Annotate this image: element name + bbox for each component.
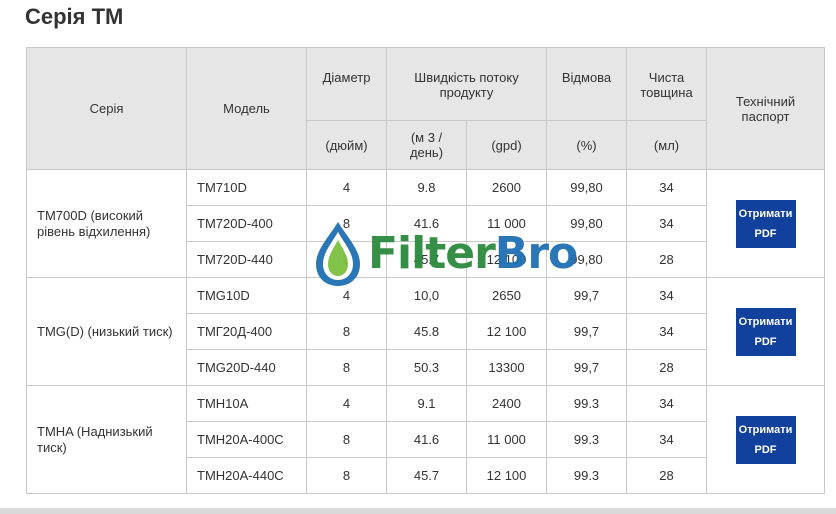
header-diameter: Діаметр [306,47,387,121]
unit-thickness: (мл) [626,120,708,170]
get-pdf-button[interactable]: Отримати PDF [735,307,796,356]
flow-m3-cell: 9.1 [386,385,467,422]
header-model: Модель [186,47,307,170]
page-title: Серія ТМ [25,4,124,29]
datasheet-cell: Отримати PDF [706,277,826,386]
bottom-scrollbar[interactable] [0,508,836,514]
flow-gpd-cell: 2400 [465,385,548,422]
thickness-cell: 28 [626,457,708,494]
header-rejection: Відмова [546,47,628,121]
get-pdf-button[interactable]: Отримати PDF [735,199,796,248]
thickness-cell: 34 [626,277,708,314]
header-series: Серія [26,47,187,170]
flow-m3-cell: 45.7 [386,241,467,278]
flow-gpd-cell: 2600 [465,169,548,206]
rejection-cell: 99.3 [546,421,628,458]
header-thickness: Чиста товщина [626,47,708,121]
flow-gpd-cell: 2650 [465,277,548,314]
thickness-cell: 34 [626,313,708,350]
table-row: TMH20A-400C 8 41.6 11 000 99.3 34 [27,421,825,458]
diameter-cell: 8 [306,349,387,386]
rejection-cell: 99.3 [546,457,628,494]
flow-m3-cell: 41.6 [386,421,467,458]
thickness-cell: 34 [626,421,708,458]
model-cell: TM710D [186,169,307,206]
rejection-cell: 99,80 [546,205,628,242]
flow-m3-cell: 41.6 [386,205,467,242]
table-row: TM720D-440 8 45.7 12 100 99,80 28 [27,241,825,278]
datasheet-cell: Отримати PDF [706,169,826,278]
table-row: TM720D-400 8 41.6 11 000 99,80 34 [27,205,825,242]
unit-flow-m3: (м 3 / день) [386,120,467,170]
rejection-cell: 99,80 [546,169,628,206]
model-cell: TM720D-440 [186,241,307,278]
model-cell: TMH10A [186,385,307,422]
header-datasheet: Технічний паспорт [706,47,826,170]
flow-m3-cell: 50.3 [386,349,467,386]
series-cell: TMG(D) (низький тиск) [26,277,187,386]
series-cell: TM700D (високий рівень відхилення) [26,169,187,278]
thickness-cell: 28 [626,349,708,386]
flow-gpd-cell: 13300 [465,349,548,386]
thickness-cell: 34 [626,169,708,206]
flow-m3-cell: 45.7 [386,457,467,494]
series-cell: TMHA (Наднизький тиск) [26,385,187,494]
diameter-cell: 4 [306,277,387,314]
flow-gpd-cell: 12 100 [465,241,548,278]
diameter-cell: 8 [306,457,387,494]
spec-table: Серія Модель Діаметр Швидкість потоку пр… [26,47,826,494]
get-pdf-button[interactable]: Отримати PDF [735,415,796,464]
flow-m3-cell: 10,0 [386,277,467,314]
diameter-cell: 4 [306,169,387,206]
model-cell: TMH20A-400C [186,421,307,458]
flow-gpd-cell: 12 100 [465,457,548,494]
diameter-cell: 8 [306,241,387,278]
thickness-cell: 34 [626,205,708,242]
diameter-cell: 4 [306,385,387,422]
rejection-cell: 99,7 [546,313,628,350]
unit-rejection: (%) [546,120,628,170]
flow-gpd-cell: 12 100 [465,313,548,350]
rejection-cell: 99,7 [546,349,628,386]
diameter-cell: 8 [306,205,387,242]
rejection-cell: 99.3 [546,385,628,422]
model-cell: TMГ20Д-400 [186,313,307,350]
flow-gpd-cell: 11 000 [465,421,548,458]
table-row: TMГ20Д-400 8 45.8 12 100 99,7 34 [27,313,825,350]
thickness-cell: 28 [626,241,708,278]
header-flow: Швидкість потоку продукту [385,47,548,121]
table-row: TM700D (високий рівень відхилення) TM710… [26,169,826,278]
model-cell: TMG20D-440 [186,349,307,386]
flow-m3-cell: 9.8 [386,169,467,206]
rejection-cell: 99,7 [546,277,628,314]
datasheet-cell: Отримати PDF [706,385,826,494]
table-row: TMG(D) (низький тиск) TMG10D 4 10,0 2650… [26,277,826,386]
table-row: TMHA (Наднизький тиск) TMH10A 4 9.1 2400… [26,385,826,494]
thickness-cell: 34 [626,385,708,422]
unit-flow-gpd: (gpd) [465,120,548,170]
unit-diameter: (дюйм) [306,120,387,170]
flow-m3-cell: 45.8 [386,313,467,350]
diameter-cell: 8 [306,313,387,350]
diameter-cell: 8 [306,421,387,458]
model-cell: TMG10D [186,277,307,314]
model-cell: TMH20A-440C [186,457,307,494]
flow-gpd-cell: 11 000 [465,205,548,242]
rejection-cell: 99,80 [546,241,628,278]
table-row: TMH20A-440C 8 45.7 12 100 99.3 28 [27,457,825,494]
table-row: TMG20D-440 8 50.3 13300 99,7 28 [27,349,825,386]
model-cell: TM720D-400 [186,205,307,242]
